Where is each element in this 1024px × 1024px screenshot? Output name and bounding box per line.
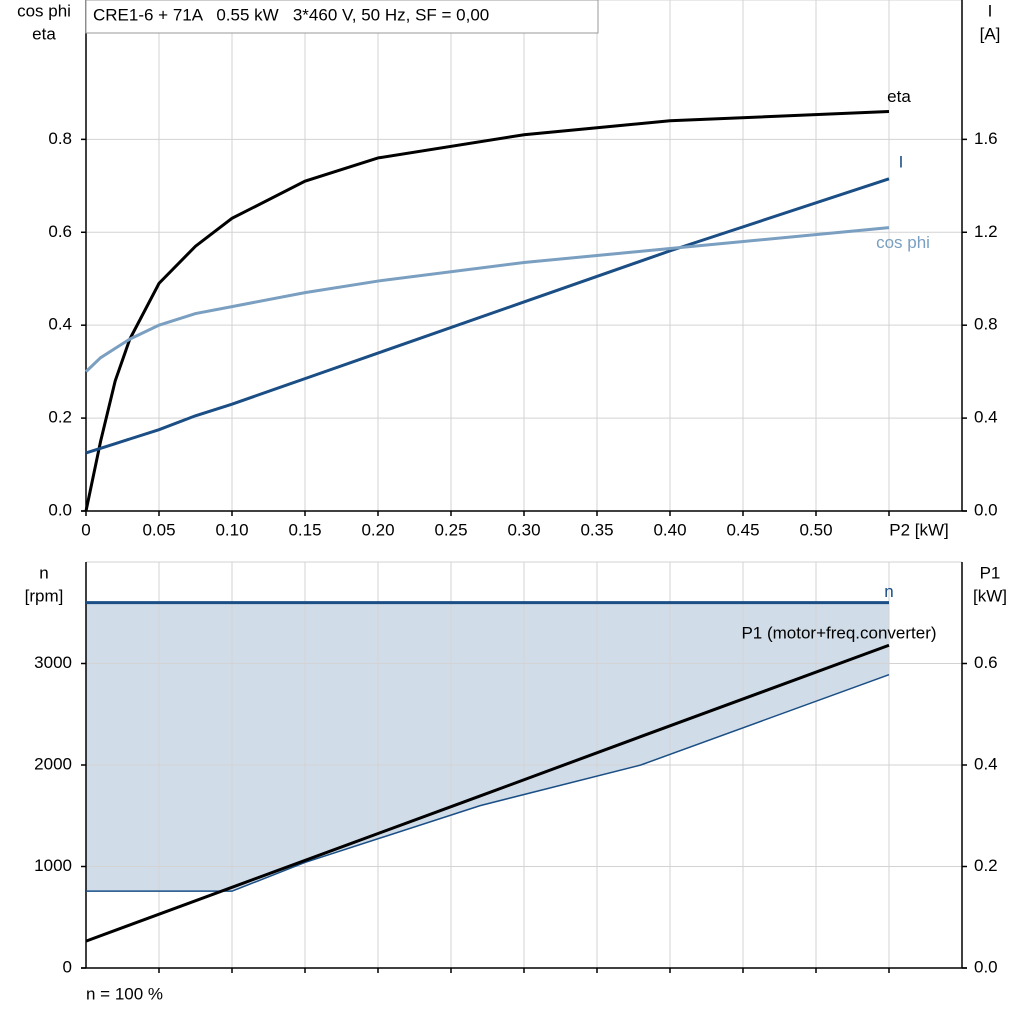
series-label: n <box>884 582 893 601</box>
x-tick-label: 0.25 <box>434 520 467 539</box>
series-line <box>85 643 890 943</box>
y-tick-label: 0 <box>63 957 72 976</box>
y-axis-title: [rpm] <box>25 586 64 605</box>
y2-tick-label: 0.0 <box>974 500 998 519</box>
series-line <box>85 177 890 455</box>
x-tick-label: 0 <box>81 520 90 539</box>
x-tick-label: 0.05 <box>142 520 175 539</box>
y-tick-label: 0.8 <box>48 129 72 148</box>
series-line <box>84 109 890 512</box>
y2-tick-label: 1.2 <box>974 222 998 241</box>
y2-tick-label: 0.6 <box>974 653 998 672</box>
y-tick-label: 2000 <box>34 754 72 773</box>
y2-tick-label: 0.4 <box>974 408 998 427</box>
series-line <box>86 673 890 892</box>
band-fill <box>86 602 889 892</box>
y2-tick-label: 0.8 <box>974 315 998 334</box>
series-label: eta <box>887 87 911 106</box>
y-tick-label: 1000 <box>34 856 72 875</box>
series-label: cos phi <box>876 233 930 252</box>
y-axis-title: n <box>39 563 48 582</box>
x-tick-label: 0.10 <box>215 520 248 539</box>
x-tick-label: 0.30 <box>507 520 540 539</box>
y2-tick-label: 1.6 <box>974 129 998 148</box>
chart-title: CRE1-6 + 71A 0.55 kW 3*460 V, 50 Hz, SF … <box>93 5 489 24</box>
x-tick-label: 0.40 <box>653 520 686 539</box>
series-label: I <box>899 152 904 171</box>
y2-axis-title: P1 <box>980 563 1001 582</box>
x-tick-label: 0.20 <box>361 520 394 539</box>
x-tick-label: 0.15 <box>288 520 321 539</box>
y-tick-label: 0.4 <box>48 315 72 334</box>
y-axis-title: eta <box>32 24 56 43</box>
series-label: P1 (motor+freq.converter) <box>741 624 936 643</box>
y-tick-label: 0.6 <box>48 222 72 241</box>
title-box <box>85 0 599 34</box>
y-axis-title: cos phi <box>17 1 71 20</box>
y2-axis-title: [kW] <box>973 586 1007 605</box>
note: n = 100 % <box>86 984 163 1003</box>
series-line <box>84 226 890 373</box>
y-tick-label: 0.2 <box>48 408 72 427</box>
y2-tick-label: 0.2 <box>974 856 998 875</box>
y2-tick-label: 0.0 <box>974 957 998 976</box>
x-tick-label: 0.35 <box>580 520 613 539</box>
y2-tick-label: 0.4 <box>974 754 998 773</box>
y2-axis-title: I <box>988 1 993 20</box>
x-tick-label: 0.50 <box>799 520 832 539</box>
y2-axis-title: [A] <box>980 24 1001 43</box>
x-tick-label: 0.45 <box>726 520 759 539</box>
y-tick-label: 3000 <box>34 653 72 672</box>
y-tick-label: 0.0 <box>48 500 72 519</box>
x-tick-label: P2 [kW] <box>889 520 949 539</box>
